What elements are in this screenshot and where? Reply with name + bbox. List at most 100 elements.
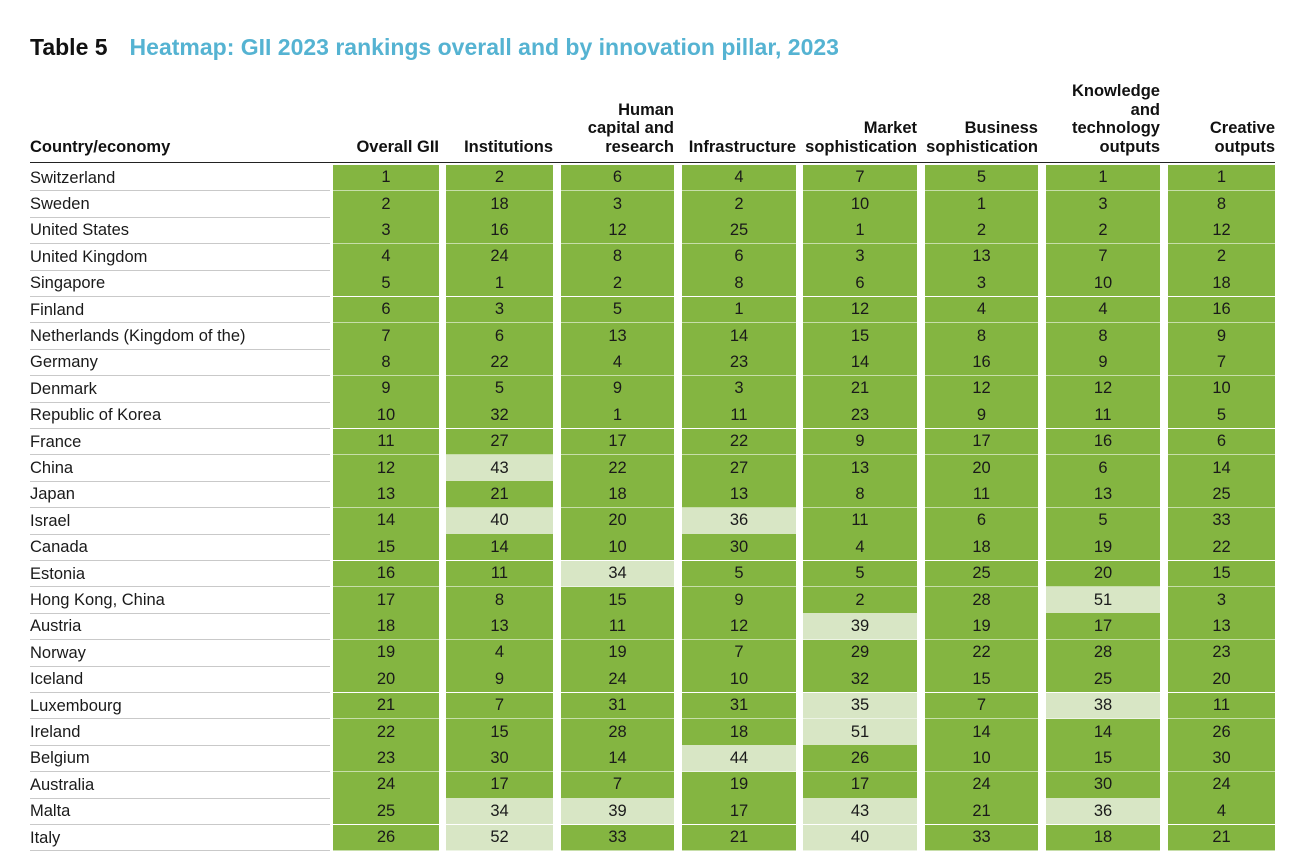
rank-cell-institutions: 6 xyxy=(446,322,553,350)
column-header-line: outputs xyxy=(1099,137,1160,156)
row-divider xyxy=(30,322,330,324)
rank-cell-knowledge: 1 xyxy=(1046,164,1160,191)
rank-cell-creative: 18 xyxy=(1168,270,1275,297)
row-divider xyxy=(30,797,330,799)
rank-cell-business: 7 xyxy=(925,692,1038,719)
column-header-business: Business sophistication xyxy=(919,82,1038,156)
column-header-line: Institutions xyxy=(464,137,553,156)
rank-cell-infra: 27 xyxy=(682,454,796,482)
header-rule xyxy=(30,162,1275,163)
column-header-line: sophistication xyxy=(926,137,1038,156)
rank-cell-overall: 9 xyxy=(333,375,439,403)
rank-cell-knowledge: 51 xyxy=(1046,586,1160,614)
rank-cell-infra: 5 xyxy=(682,560,796,587)
rank-cell-infra: 19 xyxy=(682,771,796,799)
rank-cell-overall: 10 xyxy=(333,402,439,429)
country-name: Iceland xyxy=(30,670,84,689)
row-divider xyxy=(30,612,330,614)
rank-cell-institutions: 4 xyxy=(446,639,553,667)
country-name: Austria xyxy=(30,617,82,636)
column-header-line: Infrastructure xyxy=(688,137,796,156)
row-divider xyxy=(30,692,330,693)
rank-cell-overall: 1 xyxy=(333,164,439,191)
country-name: Luxembourg xyxy=(30,696,122,715)
row-divider xyxy=(30,375,330,377)
row-divider xyxy=(30,586,330,588)
rank-cell-human: 22 xyxy=(561,454,674,482)
country-name: Canada xyxy=(30,538,88,557)
rank-cell-creative: 22 xyxy=(1168,534,1275,561)
rank-cell-market: 5 xyxy=(803,560,917,587)
rank-cell-overall: 24 xyxy=(333,771,439,799)
rank-cell-overall: 5 xyxy=(333,270,439,297)
rank-cell-institutions: 24 xyxy=(446,243,553,271)
rank-cell-overall: 13 xyxy=(333,481,439,508)
rank-cell-knowledge: 8 xyxy=(1046,322,1160,350)
rank-cell-institutions: 34 xyxy=(446,798,553,825)
rank-cell-business: 24 xyxy=(925,771,1038,799)
column-header-country: Country/economy xyxy=(30,82,330,156)
rank-cell-institutions: 2 xyxy=(446,164,553,191)
rank-cell-creative: 11 xyxy=(1168,692,1275,719)
rank-cell-human: 13 xyxy=(561,322,674,350)
row-divider xyxy=(30,744,330,746)
row-divider xyxy=(30,296,330,297)
rank-cell-institutions: 32 xyxy=(446,402,553,429)
row-divider xyxy=(30,454,330,456)
rank-cell-business: 3 xyxy=(925,270,1038,297)
rank-cell-human: 18 xyxy=(561,481,674,508)
country-name: Netherlands (Kingdom of the) xyxy=(30,326,246,345)
rank-cell-knowledge: 10 xyxy=(1046,270,1160,297)
rank-cell-infra: 25 xyxy=(682,217,796,244)
row-divider xyxy=(30,718,330,720)
rank-cell-knowledge: 25 xyxy=(1046,666,1160,693)
column-header-line: Business xyxy=(964,119,1038,137)
column-header-line: Creative xyxy=(1209,119,1275,137)
rank-cell-institutions: 15 xyxy=(446,718,553,746)
table-number: Table 5 xyxy=(30,34,108,60)
rank-cell-business: 5 xyxy=(925,164,1038,191)
cell-divider xyxy=(333,850,439,852)
rank-cell-creative: 9 xyxy=(1168,322,1275,350)
rank-cell-business: 25 xyxy=(925,560,1038,587)
country-name: Sweden xyxy=(30,194,90,213)
rank-cell-overall: 19 xyxy=(333,639,439,667)
rank-cell-overall: 16 xyxy=(333,560,439,587)
rank-cell-institutions: 43 xyxy=(446,454,553,482)
rank-cell-creative: 24 xyxy=(1168,771,1275,799)
rank-cell-market: 1 xyxy=(803,217,917,244)
rank-cell-institutions: 16 xyxy=(446,217,553,244)
rank-cell-institutions: 3 xyxy=(446,296,553,323)
cell-divider xyxy=(682,850,796,852)
rank-cell-business: 9 xyxy=(925,402,1038,429)
rank-cell-human: 39 xyxy=(561,798,674,825)
rank-cell-institutions: 17 xyxy=(446,771,553,799)
country-name: Israel xyxy=(30,511,71,530)
column-header-line: outputs xyxy=(1214,137,1275,156)
column-header-line: Knowledge xyxy=(1071,82,1160,100)
rank-cell-overall: 8 xyxy=(333,349,439,376)
country-name: Estonia xyxy=(30,564,86,583)
rank-cell-infra: 13 xyxy=(682,481,796,508)
country-name: Switzerland xyxy=(30,168,116,187)
rank-cell-knowledge: 28 xyxy=(1046,639,1160,667)
rank-cell-business: 18 xyxy=(925,534,1038,561)
cell-divider xyxy=(446,850,553,852)
rank-cell-business: 22 xyxy=(925,639,1038,667)
rank-cell-overall: 11 xyxy=(333,428,439,455)
rank-cell-knowledge: 38 xyxy=(1046,692,1160,719)
row-divider xyxy=(30,269,330,271)
rank-cell-human: 28 xyxy=(561,718,674,746)
rank-cell-overall: 21 xyxy=(333,692,439,719)
rank-cell-creative: 25 xyxy=(1168,481,1275,508)
rank-cell-overall: 12 xyxy=(333,454,439,482)
country-name: China xyxy=(30,458,74,477)
rank-cell-market: 8 xyxy=(803,481,917,508)
rank-cell-business: 13 xyxy=(925,243,1038,271)
rank-cell-market: 13 xyxy=(803,454,917,482)
rank-cell-institutions: 21 xyxy=(446,481,553,508)
rank-cell-market: 51 xyxy=(803,718,917,746)
rank-cell-knowledge: 11 xyxy=(1046,402,1160,429)
rank-cell-infra: 1 xyxy=(682,296,796,323)
rank-cell-knowledge: 9 xyxy=(1046,349,1160,376)
